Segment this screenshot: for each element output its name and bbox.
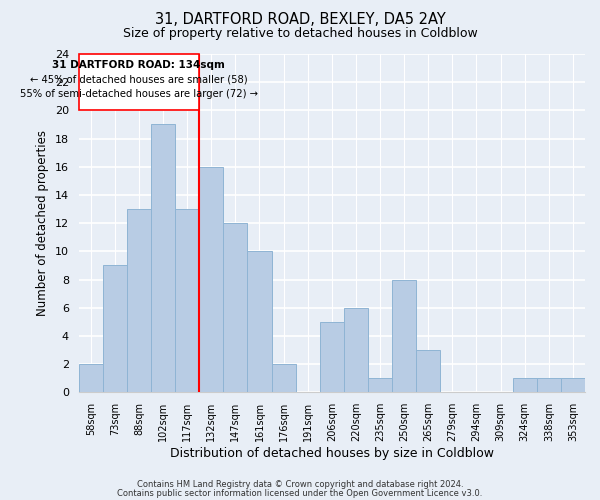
Bar: [344, 308, 368, 392]
Bar: [368, 378, 392, 392]
Bar: [103, 266, 127, 392]
Text: Contains public sector information licensed under the Open Government Licence v3: Contains public sector information licen…: [118, 488, 482, 498]
Y-axis label: Number of detached properties: Number of detached properties: [36, 130, 49, 316]
Bar: [392, 280, 416, 392]
Bar: [512, 378, 537, 392]
Bar: [151, 124, 175, 392]
Bar: [199, 167, 223, 392]
Text: 55% of semi-detached houses are larger (72) →: 55% of semi-detached houses are larger (…: [20, 88, 258, 99]
Text: 31 DARTFORD ROAD: 134sqm: 31 DARTFORD ROAD: 134sqm: [52, 60, 226, 70]
Bar: [272, 364, 296, 392]
Text: Contains HM Land Registry data © Crown copyright and database right 2024.: Contains HM Land Registry data © Crown c…: [137, 480, 463, 489]
Bar: [416, 350, 440, 393]
Bar: [320, 322, 344, 392]
Bar: [247, 252, 272, 392]
Bar: [175, 209, 199, 392]
Bar: [561, 378, 585, 392]
Bar: [127, 209, 151, 392]
X-axis label: Distribution of detached houses by size in Coldblow: Distribution of detached houses by size …: [170, 447, 494, 460]
Text: ← 45% of detached houses are smaller (58): ← 45% of detached houses are smaller (58…: [30, 74, 248, 85]
Text: Size of property relative to detached houses in Coldblow: Size of property relative to detached ho…: [122, 28, 478, 40]
Text: 31, DARTFORD ROAD, BEXLEY, DA5 2AY: 31, DARTFORD ROAD, BEXLEY, DA5 2AY: [155, 12, 445, 28]
Bar: [537, 378, 561, 392]
Bar: [223, 223, 247, 392]
Bar: [79, 364, 103, 392]
FancyBboxPatch shape: [79, 54, 199, 110]
